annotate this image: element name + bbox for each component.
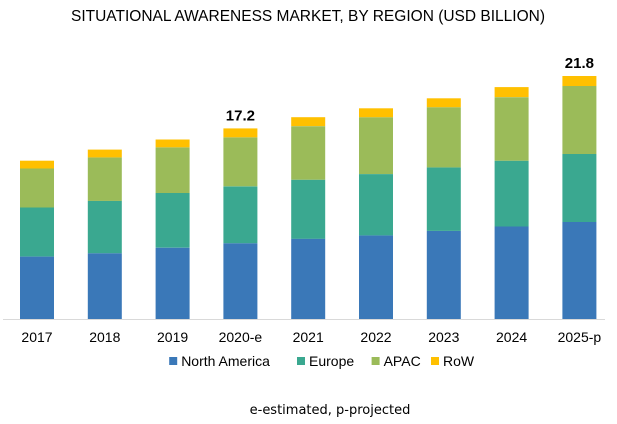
- legend-item-apac: APAC: [371, 353, 421, 369]
- data-label-2020-e: 17.2: [226, 107, 255, 124]
- x-tick-label: 2017: [21, 329, 52, 345]
- bar-row-2023: [426, 98, 461, 108]
- bar-europe-2025-p: [562, 154, 597, 222]
- bars-group: [20, 76, 597, 319]
- bar-apac-2023: [426, 107, 461, 168]
- bar-europe-2022: [359, 174, 393, 236]
- bar-row-2025-p: [562, 76, 597, 86]
- footnote: e-estimated, p-projected: [250, 403, 411, 418]
- bar-apac-2024: [494, 97, 529, 161]
- bar-north-america-2017: [20, 256, 54, 319]
- bar-row-2017: [20, 160, 54, 169]
- legend-item-row: RoW: [431, 353, 475, 369]
- x-tick-label: 2022: [360, 329, 391, 345]
- bar-apac-2017: [20, 168, 54, 208]
- legend-swatch: [297, 357, 305, 365]
- data-labels: 17.2 21.8: [226, 55, 594, 124]
- bar-apac-2020-e: [223, 137, 258, 187]
- x-tick-label: 2023: [428, 329, 459, 345]
- x-tick-label: 2021: [293, 329, 324, 345]
- bar-north-america-2020-e: [223, 243, 258, 319]
- legend-swatch: [169, 357, 178, 365]
- bar-apac-2019: [155, 147, 190, 193]
- legend-label: RoW: [443, 353, 475, 369]
- bar-north-america-2021: [291, 238, 326, 319]
- bar-row-2021: [291, 117, 326, 127]
- bar-europe-2024: [494, 160, 529, 227]
- legend-item-europe: Europe: [297, 353, 354, 369]
- bar-north-america-2018: [87, 253, 122, 319]
- bar-europe-2019: [155, 193, 190, 248]
- bar-row-2022: [359, 108, 393, 118]
- bar-europe-2020-e: [223, 186, 258, 244]
- bar-europe-2017: [20, 207, 54, 257]
- bar-apac-2018: [87, 157, 122, 201]
- bar-apac-2021: [291, 126, 326, 180]
- x-tick-label: 2024: [496, 329, 527, 345]
- chart-title: SITUATIONAL AWARENESS MARKET, BY REGION …: [71, 8, 545, 25]
- x-tick-label: 2025-p: [558, 329, 602, 345]
- bar-row-2024: [494, 87, 529, 98]
- legend-label: Europe: [309, 353, 354, 369]
- x-tick-labels: 2017 2018 2019 2020-e 2021 2022 2023 2024 2025-p: [21, 329, 601, 345]
- bar-north-america-2025-p: [562, 222, 597, 319]
- x-tick-label: 2018: [89, 329, 120, 345]
- x-tick-label: 2019: [157, 329, 188, 345]
- legend-label: APAC: [384, 353, 421, 369]
- bar-row-2020-e: [223, 128, 258, 138]
- data-label-2025-p: 21.8: [565, 55, 594, 72]
- bar-europe-2018: [87, 200, 122, 254]
- bar-north-america-2024: [494, 226, 529, 319]
- bar-europe-2023: [426, 167, 461, 231]
- bar-apac-2022: [359, 117, 393, 174]
- bar-europe-2021: [291, 179, 326, 239]
- bar-row-2019: [155, 139, 190, 148]
- bar-row-2018: [87, 149, 122, 158]
- bar-north-america-2019: [155, 247, 190, 319]
- legend-label: North America: [181, 353, 270, 369]
- bar-north-america-2023: [426, 230, 461, 319]
- legend-swatch: [371, 357, 380, 365]
- x-tick-label: 2020-e: [219, 329, 263, 345]
- bar-north-america-2022: [359, 235, 393, 319]
- legend-item-north-america: North America: [169, 353, 270, 369]
- legend-swatch: [431, 357, 439, 365]
- legend: North America Europe APAC RoW: [169, 353, 475, 369]
- bar-apac-2025-p: [562, 86, 597, 154]
